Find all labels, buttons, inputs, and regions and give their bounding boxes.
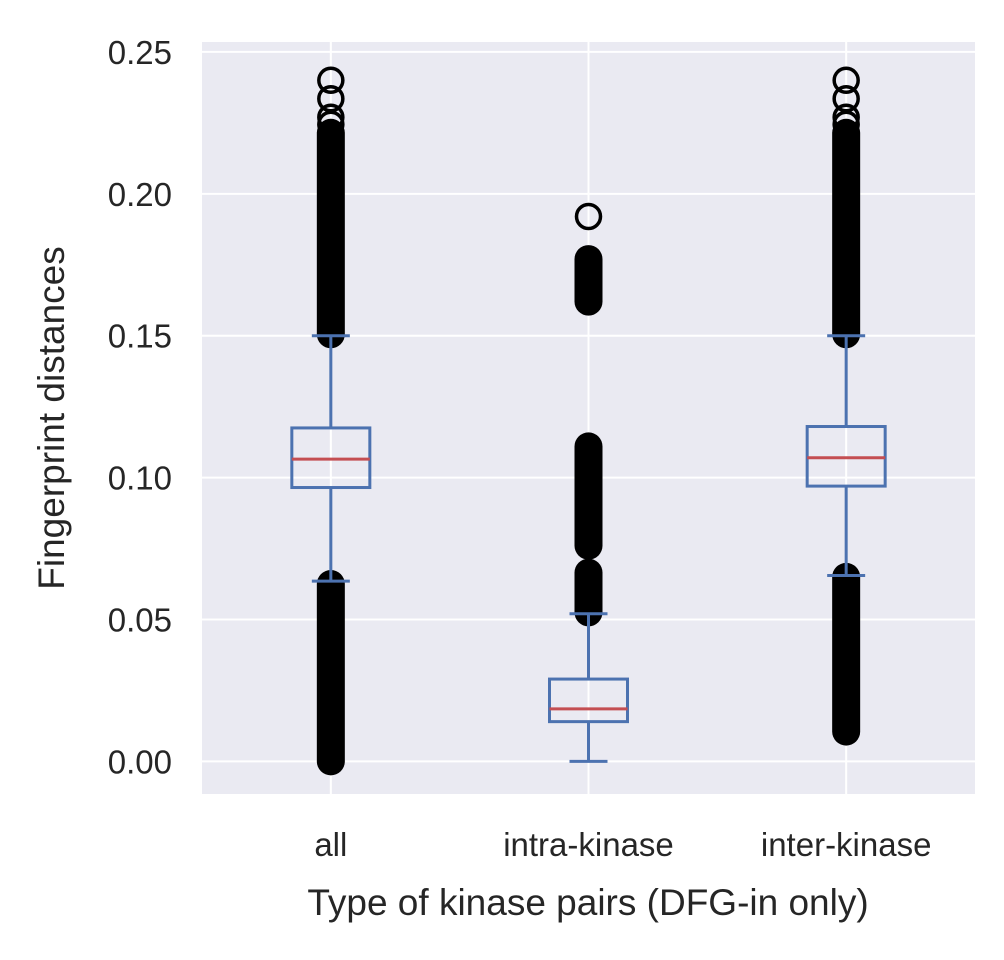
x-axis-label: Type of kinase pairs (DFG-in only) [307,882,868,923]
outlier-point [317,103,345,131]
outlier-cluster [316,118,345,349]
outlier-point [574,202,603,231]
y-tick-label: 0.10 [108,460,172,497]
outlier-cluster [832,118,861,349]
outlier-point [317,85,345,113]
y-axis-label: Fingerprint distances [31,246,72,589]
y-tick-label: 0.20 [108,176,172,213]
outlier-point [832,103,860,131]
x-tick-label: inter-kinase [761,826,932,863]
y-tick-label: 0.00 [108,743,172,780]
outlier-point [832,66,860,95]
box-group-all [290,66,372,776]
tick-labels: 0.00 0.05 0.10 0.15 0.20 0.25 all intra-kinase i… [108,34,932,863]
x-tick-label: intra-kinase [503,826,674,863]
outlier-point [317,66,345,95]
outlier-cluster [574,432,603,560]
outlier-cluster [316,570,345,776]
x-tick-label: all [314,826,347,863]
box-group-intra-kinase [548,202,629,763]
box-iqr [548,677,629,724]
outlier-cluster [574,558,603,627]
box-group-inter-kinase [805,66,887,746]
outlier-cluster [574,245,603,316]
outlier-cluster [832,562,861,746]
y-tick-label: 0.25 [108,34,172,71]
y-tick-label: 0.15 [108,318,172,355]
outlier-point [832,85,860,113]
y-tick-label: 0.05 [108,601,172,638]
boxes [290,66,887,776]
